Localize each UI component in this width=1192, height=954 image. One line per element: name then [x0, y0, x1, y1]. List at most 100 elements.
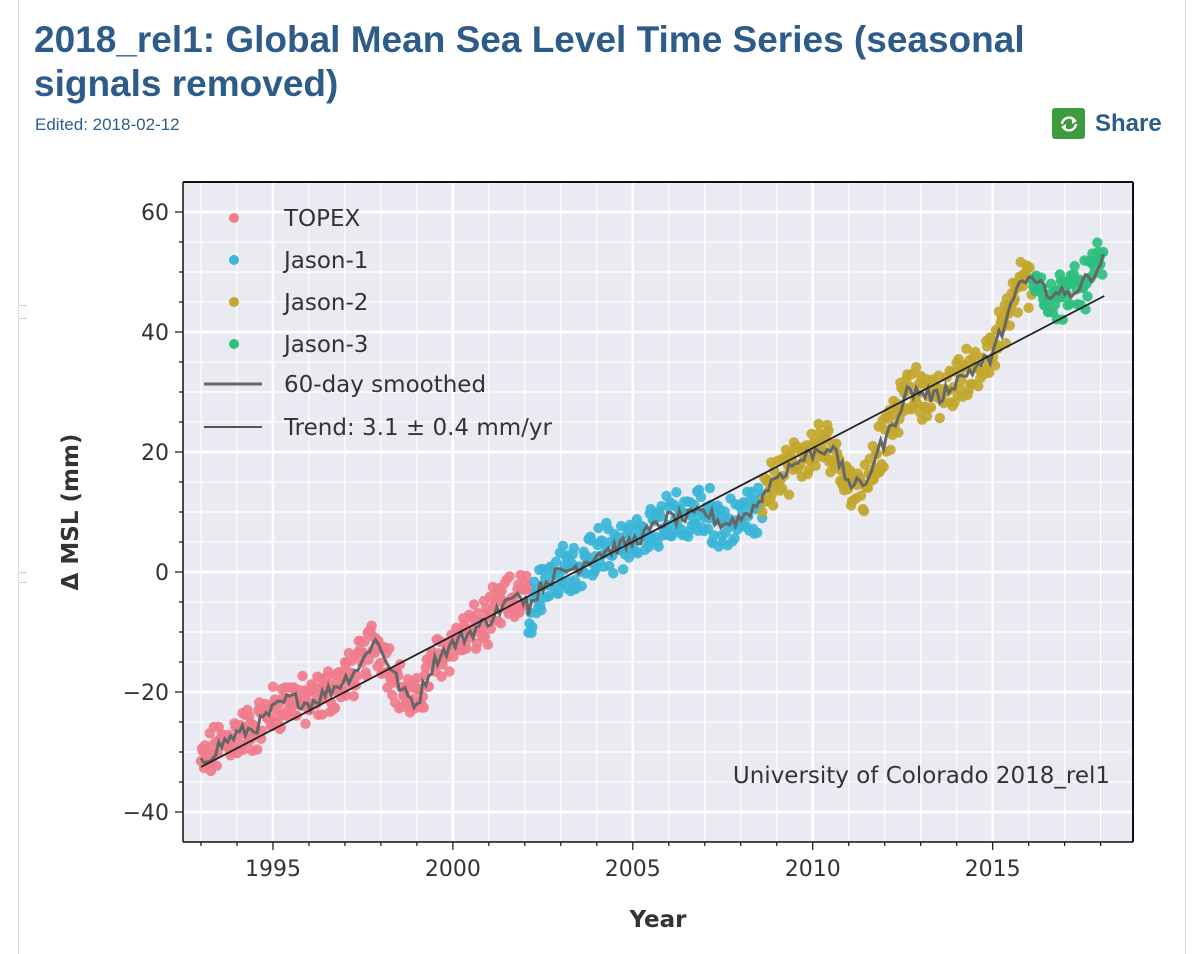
data-point: [1024, 262, 1035, 273]
data-point: [878, 461, 889, 473]
data-point: [783, 489, 795, 500]
y-tick-label: −20: [123, 681, 169, 706]
data-point: [576, 580, 587, 592]
data-point: [858, 505, 870, 517]
data-point: [436, 671, 447, 682]
data-point: [934, 412, 946, 424]
data-layer: [195, 237, 1109, 777]
data-point: [983, 367, 995, 379]
data-point: [1092, 237, 1103, 248]
data-point: [317, 709, 328, 720]
series-jason-1: [523, 482, 768, 639]
smoothed-line: [199, 253, 1105, 765]
y-tick-label: −40: [123, 801, 169, 826]
data-point: [925, 402, 937, 413]
data-point: [623, 552, 635, 563]
legend-label-jason3: Jason-3: [282, 332, 368, 358]
data-point: [593, 522, 604, 534]
legend-label-jason1: Jason-1: [282, 248, 368, 274]
data-point: [885, 444, 896, 456]
y-axis-title: Δ MSL (mm): [58, 434, 84, 591]
data-point: [366, 620, 377, 631]
data-point: [695, 491, 707, 503]
data-point: [810, 460, 821, 472]
data-point: [910, 362, 922, 373]
frame-divider: [19, 305, 27, 306]
data-point: [933, 370, 945, 381]
data-point: [608, 568, 619, 579]
data-point: [300, 718, 311, 729]
data-point: [656, 500, 667, 512]
data-point: [543, 590, 555, 601]
x-tick-label: 1995: [245, 857, 301, 882]
data-point: [752, 527, 763, 538]
data-point: [472, 607, 484, 619]
x-axis-title: Year: [628, 907, 687, 933]
data-point: [1098, 246, 1109, 258]
share-label: Share: [1095, 109, 1162, 137]
data-point: [1012, 307, 1023, 318]
data-point: [363, 654, 374, 665]
data-point: [813, 418, 824, 430]
data-point: [653, 541, 664, 552]
x-tick-label: 2015: [965, 857, 1021, 882]
data-point: [329, 702, 341, 714]
data-point: [776, 483, 788, 494]
data-point: [643, 541, 654, 553]
data-point: [704, 482, 716, 494]
legend-marker-jason2: [229, 297, 239, 307]
data-point: [297, 670, 308, 682]
data-point: [550, 556, 562, 568]
data-point: [482, 639, 494, 650]
page-frame: [18, 0, 1186, 954]
data-point: [479, 631, 491, 642]
data-point: [702, 523, 714, 534]
data-point: [568, 542, 580, 554]
data-point: [768, 500, 779, 511]
trend-line: [200, 295, 1105, 768]
data-point: [552, 588, 564, 600]
share-button[interactable]: Share: [1052, 108, 1162, 139]
legend-marker-jason3: [229, 339, 239, 349]
data-point: [384, 643, 395, 654]
legend-label-trend: Trend: 3.1 ± 0.4 mm/yr: [283, 415, 553, 441]
data-point: [617, 564, 629, 575]
legend-marker-topex: [229, 213, 239, 223]
x-tick-label: 2005: [605, 857, 661, 882]
data-point: [1004, 320, 1016, 331]
data-point: [504, 571, 515, 582]
data-point: [1082, 291, 1093, 302]
frame-divider: [19, 582, 27, 583]
data-point: [1023, 302, 1034, 314]
data-point: [468, 599, 480, 610]
y-tick-label: 0: [155, 561, 169, 586]
data-point: [1097, 269, 1108, 280]
data-point: [418, 702, 430, 713]
data-point: [211, 760, 222, 772]
x-tick-label: 2010: [785, 857, 841, 882]
data-point: [267, 681, 279, 692]
edited-date: Edited: 2018-02-12: [35, 115, 180, 134]
data-point: [708, 530, 720, 541]
data-point: [970, 346, 981, 358]
data-point: [806, 428, 817, 440]
legend-label-topex: TOPEX: [283, 206, 361, 232]
data-point: [359, 636, 370, 647]
legend-label-smoothed: 60-day smoothed: [284, 372, 486, 398]
data-point: [823, 425, 834, 436]
legend-label-jason2: Jason-2: [282, 290, 368, 316]
data-point: [655, 511, 666, 522]
data-point: [411, 672, 423, 684]
data-point: [1064, 298, 1075, 310]
data-point: [448, 651, 459, 662]
data-point: [961, 343, 972, 355]
frame-divider: [19, 572, 27, 573]
data-point: [1035, 272, 1047, 283]
data-point: [767, 489, 778, 500]
data-point: [375, 657, 386, 669]
y-tick-label: 20: [141, 441, 169, 466]
data-point: [855, 490, 867, 501]
data-point: [228, 739, 239, 751]
data-point: [729, 533, 740, 544]
